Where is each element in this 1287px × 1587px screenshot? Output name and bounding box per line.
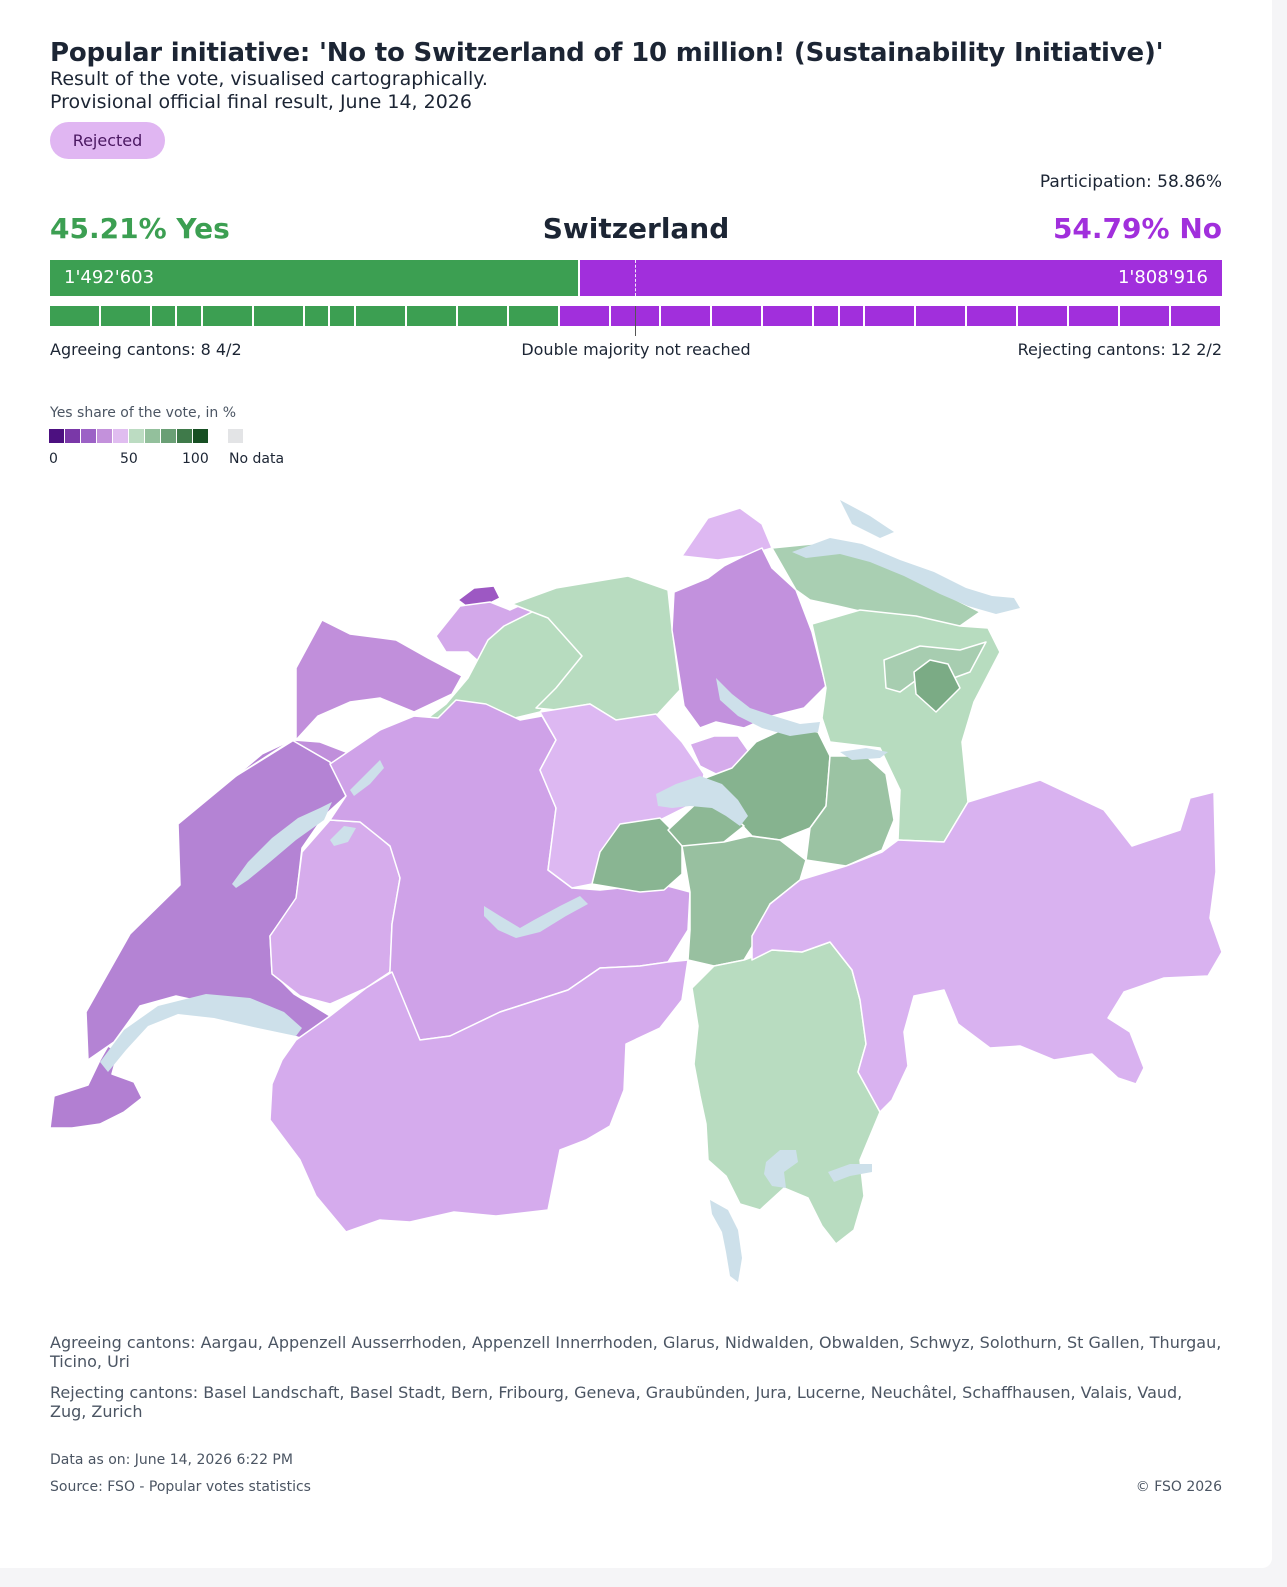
legend-swatch-0: [49, 429, 64, 443]
canton-geneva[interactable]: Geneva: [49, 1045, 143, 1129]
lake-zurich: [716, 678, 820, 736]
no-votes-bar[interactable]: 1'808'916: [579, 260, 1222, 296]
lake-lucerne: [656, 776, 748, 826]
lake-geneva: [100, 994, 302, 1072]
legend-label-0: 0: [49, 451, 58, 467]
canton-bern[interactable]: Bern: [329, 699, 691, 1041]
no-canton-segment-12[interactable]: [1120, 306, 1170, 326]
majority-midline: [635, 260, 636, 296]
legend-swatch-8: [177, 429, 192, 443]
lake-maggiore: [710, 1200, 742, 1282]
no-canton-segment-2[interactable]: [661, 306, 711, 326]
yes-canton-segment-7[interactable]: [330, 306, 354, 326]
no-canton-segment-8[interactable]: [916, 306, 966, 326]
no-canton-segment-11[interactable]: [1069, 306, 1119, 326]
canton-valais[interactable]: Valais: [269, 959, 689, 1233]
result-status-line: Provisional official final result, June …: [50, 91, 472, 113]
agreeing-cantons-count: Agreeing cantons: 8 4/2: [50, 340, 242, 359]
yes-canton-segment-11[interactable]: [508, 306, 558, 326]
no-canton-segment-6[interactable]: [839, 306, 864, 326]
yes-canton-segment-1[interactable]: [100, 306, 150, 326]
page-subtitle: Result of the vote, visualised cartograp…: [50, 68, 488, 90]
legend-nodata-swatch: [228, 429, 243, 443]
switzerland-map[interactable]: GenevaVaudNeuchâtelJuraBasel StadtBasel …: [0, 480, 1272, 1290]
page-title: Popular initiative: 'No to Switzerland o…: [50, 38, 1164, 68]
legend-label-50: 50: [120, 451, 138, 467]
lake-thun-brienz: [484, 896, 588, 938]
yes-canton-segment-10[interactable]: [457, 306, 507, 326]
legend-label-nodata: No data: [229, 451, 285, 467]
yes-canton-segment-6[interactable]: [304, 306, 329, 326]
canton-jura[interactable]: Jura: [295, 619, 463, 741]
no-percentage: 54.79% No: [1052, 212, 1222, 245]
canton-result-bar[interactable]: [50, 306, 1222, 326]
yes-canton-segment-2[interactable]: [151, 306, 176, 326]
legend-swatch-3: [97, 429, 112, 443]
yes-canton-segment-8[interactable]: [355, 306, 405, 326]
yes-canton-segment-3[interactable]: [177, 306, 201, 326]
yes-canton-segment-4[interactable]: [202, 306, 252, 326]
no-canton-segment-5[interactable]: [814, 306, 838, 326]
rejecting-cantons-list: Rejecting cantons: Basel Landschaft, Bas…: [50, 1383, 1183, 1421]
lake-murten: [330, 826, 356, 846]
no-canton-segment-0[interactable]: [559, 306, 609, 326]
legend-title: Yes share of the vote, in %: [50, 405, 237, 421]
lake-biel: [350, 760, 384, 796]
canton-graub-nden[interactable]: Graubünden: [751, 779, 1223, 1113]
lake-neuchatel: [232, 802, 332, 888]
region-name: Switzerland: [542, 212, 730, 245]
lake-lugano: [764, 1150, 872, 1188]
canton-ticino[interactable]: Ticino: [691, 941, 881, 1245]
page: Popular initiative: 'No to Switzerland o…: [0, 38, 1272, 1495]
legend-label-100: 100: [182, 451, 209, 467]
no-canton-segment-13[interactable]: [1171, 306, 1220, 326]
agreeing-cantons-list: Agreeing cantons: Aargau, Appenzell Auss…: [50, 1333, 1222, 1371]
vote-result-bar[interactable]: 1'492'603 1'808'916: [50, 260, 1222, 296]
no-canton-segment-7[interactable]: [865, 306, 915, 326]
status-badge: Rejected: [50, 122, 165, 159]
canton-schaffhausen[interactable]: Schaffhausen: [681, 507, 773, 561]
canton-appenzell-innerrhoden[interactable]: Appenzell Innerrhoden: [913, 659, 961, 713]
yes-votes-bar[interactable]: 1'492'603: [50, 260, 580, 296]
no-canton-segment-9[interactable]: [967, 306, 1017, 326]
data-timestamp: Data as on: June 14, 2026 6:22 PM: [50, 1452, 293, 1468]
yes-canton-segment-0[interactable]: [50, 306, 99, 326]
legend-swatch-7: [161, 429, 176, 443]
lake-walensee: [840, 748, 888, 760]
legend-swatch-9: [193, 429, 208, 443]
legend-swatch-1: [65, 429, 80, 443]
no-canton-segment-4[interactable]: [763, 306, 813, 326]
legend-swatch-5: [129, 429, 144, 443]
yes-percentage: 45.21% Yes: [50, 212, 230, 245]
no-canton-segment-3[interactable]: [712, 306, 762, 326]
copyright-note: © FSO 2026: [1135, 1479, 1222, 1495]
majority-tick: [635, 306, 636, 336]
no-canton-segment-1[interactable]: [610, 306, 660, 326]
legend-swatch-2: [81, 429, 96, 443]
majority-status: Double majority not reached: [521, 340, 751, 359]
legend-swatch-4: [113, 429, 128, 443]
no-canton-segment-10[interactable]: [1018, 306, 1068, 326]
lake-constance: [792, 500, 1020, 614]
canton-zurich[interactable]: Zurich: [671, 547, 827, 729]
yes-canton-segment-9[interactable]: [406, 306, 456, 326]
legend-swatch-6: [145, 429, 160, 443]
rejecting-cantons-count: Rejecting cantons: 12 2/2: [1017, 340, 1222, 359]
canton-glarus[interactable]: Glarus: [805, 755, 895, 867]
yes-canton-segment-5[interactable]: [253, 306, 303, 326]
source-link[interactable]: Source: FSO - Popular votes statistics: [50, 1479, 311, 1495]
participation-label: Participation: 58.86%: [1039, 172, 1222, 192]
